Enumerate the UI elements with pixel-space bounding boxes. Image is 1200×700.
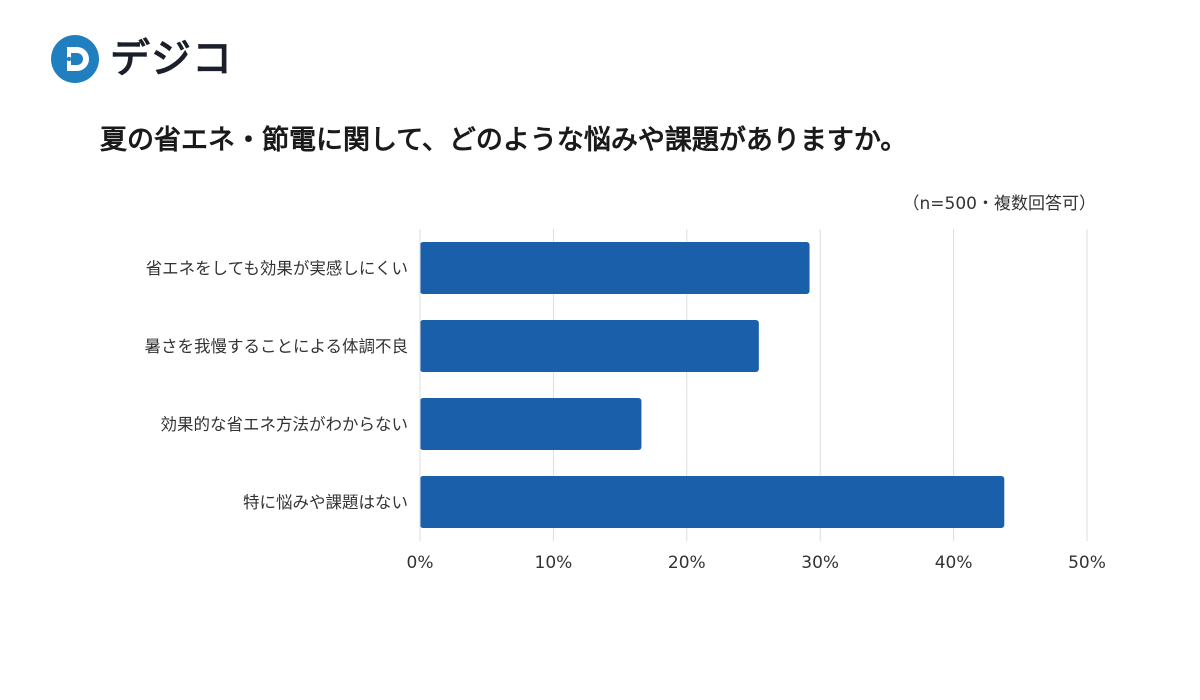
bar bbox=[420, 476, 1005, 528]
bar bbox=[420, 398, 642, 450]
x-tick-label: 20% bbox=[668, 553, 706, 573]
x-tick-label: 0% bbox=[407, 553, 434, 573]
x-tick-label: 40% bbox=[935, 553, 973, 573]
chart-title: 夏の省エネ・節電に関して、どのような悩みや課題がありますか。 bbox=[100, 125, 908, 156]
category-label: 効果的な省エネ方法がわからない bbox=[161, 415, 409, 434]
x-tick-label: 50% bbox=[1068, 553, 1106, 573]
category-label: 特に悩みや課題はない bbox=[243, 493, 408, 512]
digico-logo-icon bbox=[51, 35, 99, 83]
category-label: 暑さを我慢することによる体調不良 bbox=[144, 336, 408, 356]
brand-logo: デジコ bbox=[50, 33, 233, 85]
x-tick-label: 30% bbox=[801, 553, 839, 573]
sample-note: （n=500・複数回答可） bbox=[902, 194, 1096, 214]
brand-name: デジコ bbox=[110, 36, 233, 82]
bar bbox=[420, 320, 759, 372]
bar bbox=[420, 242, 810, 294]
x-tick-label: 10% bbox=[535, 553, 573, 573]
category-label: 省エネをしても効果が実感しにくい bbox=[146, 259, 408, 278]
